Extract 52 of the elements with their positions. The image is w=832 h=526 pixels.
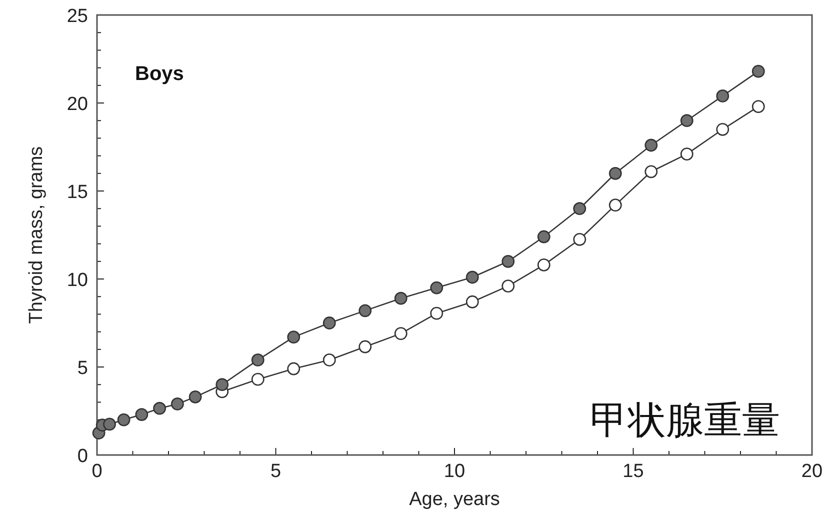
point [608, 166, 622, 180]
point [716, 90, 730, 102]
point [573, 202, 586, 216]
point [502, 280, 515, 292]
y-tick-label: 10 [66, 270, 88, 291]
y-axis-title: Thyroid mass, grams [26, 146, 47, 324]
text: Boys [135, 63, 184, 85]
point [752, 64, 765, 78]
point [466, 270, 479, 284]
point [287, 362, 300, 376]
point [103, 418, 116, 431]
point [430, 306, 444, 320]
point [644, 165, 658, 178]
point [573, 232, 586, 246]
point [680, 148, 694, 160]
point [216, 378, 229, 392]
point [153, 402, 166, 415]
x-tick-label: 15 [622, 461, 644, 482]
x-tick-label: 10 [444, 461, 466, 482]
point [322, 354, 336, 366]
point [251, 354, 264, 366]
point [752, 100, 765, 113]
x-tick-label: 20 [801, 461, 823, 482]
point [394, 327, 408, 340]
point [608, 198, 622, 212]
point [117, 413, 130, 426]
point [170, 398, 184, 410]
y-tick-label: 25 [66, 6, 88, 27]
point [430, 281, 444, 294]
point [251, 372, 264, 386]
point [537, 230, 550, 244]
point [135, 408, 148, 421]
point [188, 390, 202, 404]
x-tick-label: 0 [92, 461, 102, 482]
point [502, 254, 515, 268]
point [680, 114, 694, 128]
y-tick-label: 5 [77, 358, 88, 379]
point [537, 258, 550, 272]
x-tick-label: 5 [270, 461, 282, 482]
annotation: 甲状腺重量 [590, 400, 780, 442]
point [322, 316, 336, 330]
point [287, 330, 300, 344]
y-tick-label: 0 [77, 446, 88, 467]
point [394, 292, 408, 305]
y-tick-label: 15 [66, 182, 88, 203]
y-tick-label: 20 [66, 94, 88, 115]
x-axis-title: Age, years [409, 489, 500, 510]
point [358, 340, 372, 354]
point [466, 295, 479, 308]
point [716, 122, 730, 136]
point [644, 138, 658, 152]
point [358, 304, 372, 318]
